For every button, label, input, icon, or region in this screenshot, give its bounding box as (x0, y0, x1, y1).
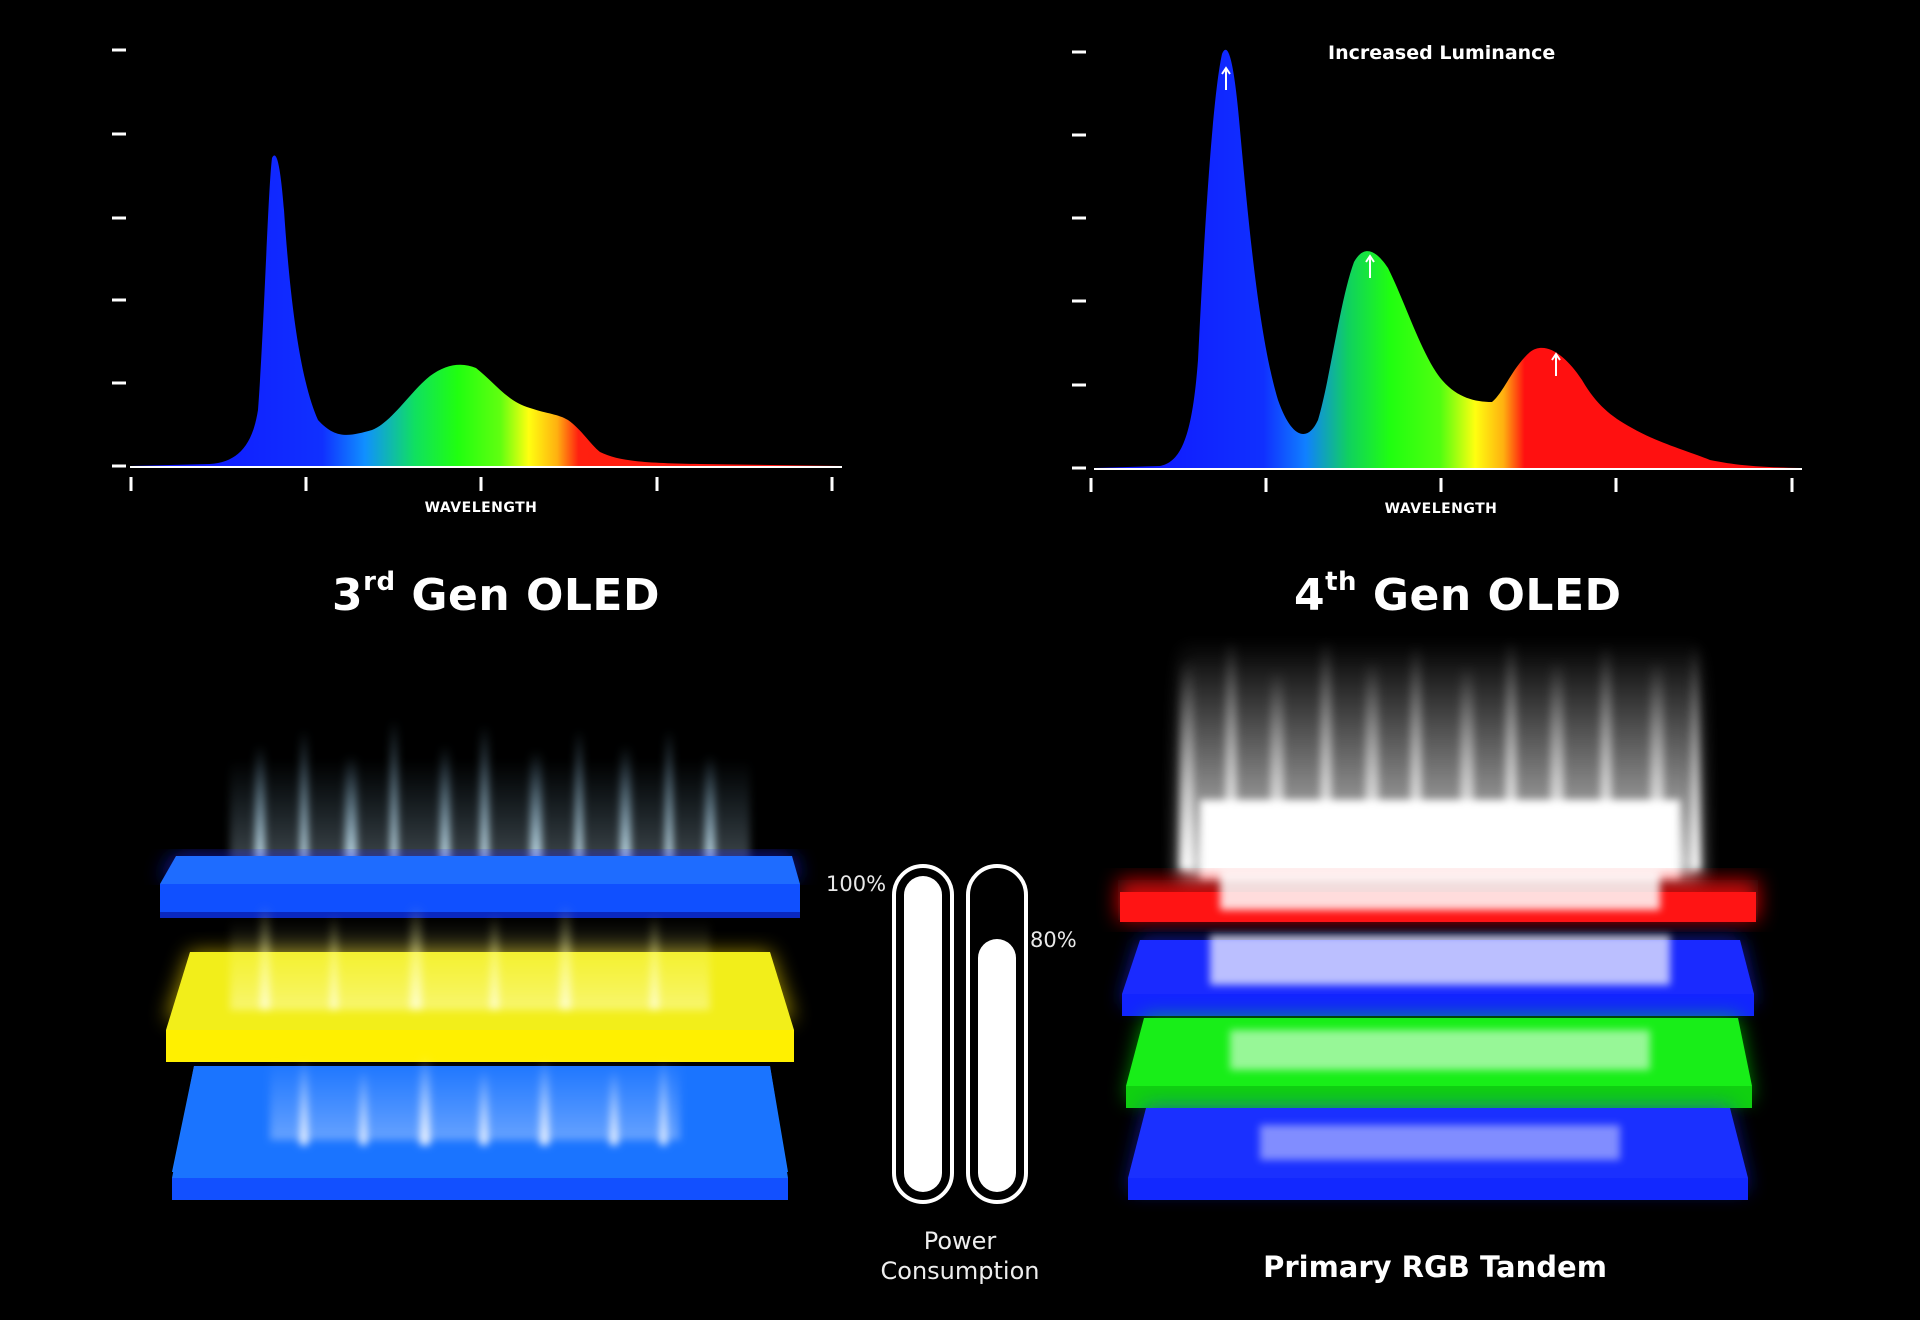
power-bar-80-outline (966, 864, 1028, 1204)
arrow-up-icon (1365, 254, 1375, 278)
power-bar-100-outline (892, 864, 954, 1204)
power-bar-100-fill (904, 876, 942, 1192)
x-axis-ticks (1089, 478, 1794, 492)
increase-arrows (1221, 66, 1561, 376)
power-consumption-gauges (892, 864, 1028, 1204)
power-bar-80-fill (978, 939, 1016, 1192)
spectrum-chart-4th-gen (1072, 49, 1802, 492)
spectrum-curve (1094, 49, 1800, 469)
power-bar-80-label: 80% (1030, 928, 1077, 952)
light-rays-top (1180, 640, 1700, 880)
bottom-blue-layer (172, 1055, 788, 1200)
spectrum-curve (130, 155, 842, 467)
oled-stack-4th-gen (1118, 640, 1758, 1200)
power-consumption-caption: Power Consumption (880, 1227, 1040, 1285)
x-axis-label-chart-1: WAVELENGTH (424, 500, 538, 516)
increased-luminance-annotation: Increased Luminance (1328, 42, 1556, 64)
top-red-layer (1118, 870, 1758, 922)
arrow-up-icon (1221, 66, 1231, 90)
green-layer (1126, 1018, 1752, 1108)
x-axis-label-chart-2: WAVELENGTH (1384, 501, 1498, 517)
top-blue-layer (160, 856, 800, 918)
arrow-up-icon (1551, 352, 1561, 376)
second-blue-layer (1122, 935, 1754, 1016)
y-axis-ticks (1072, 50, 1086, 470)
y-axis-ticks (112, 48, 126, 468)
light-rays-top (230, 720, 750, 870)
primary-rgb-tandem-caption: Primary RGB Tandem (1263, 1250, 1607, 1284)
spectrum-chart-3rd-gen (112, 48, 842, 491)
title-3rd-gen-oled: 3rd Gen OLED (332, 567, 661, 621)
title-4th-gen-oled: 4th Gen OLED (1294, 567, 1622, 621)
x-axis-ticks (129, 477, 834, 491)
power-bar-100-label: 100% (826, 872, 887, 896)
oled-stack-3rd-gen (160, 720, 800, 1200)
bottom-blue-layer (1128, 1108, 1748, 1200)
middle-yellow-layer (166, 905, 794, 1062)
